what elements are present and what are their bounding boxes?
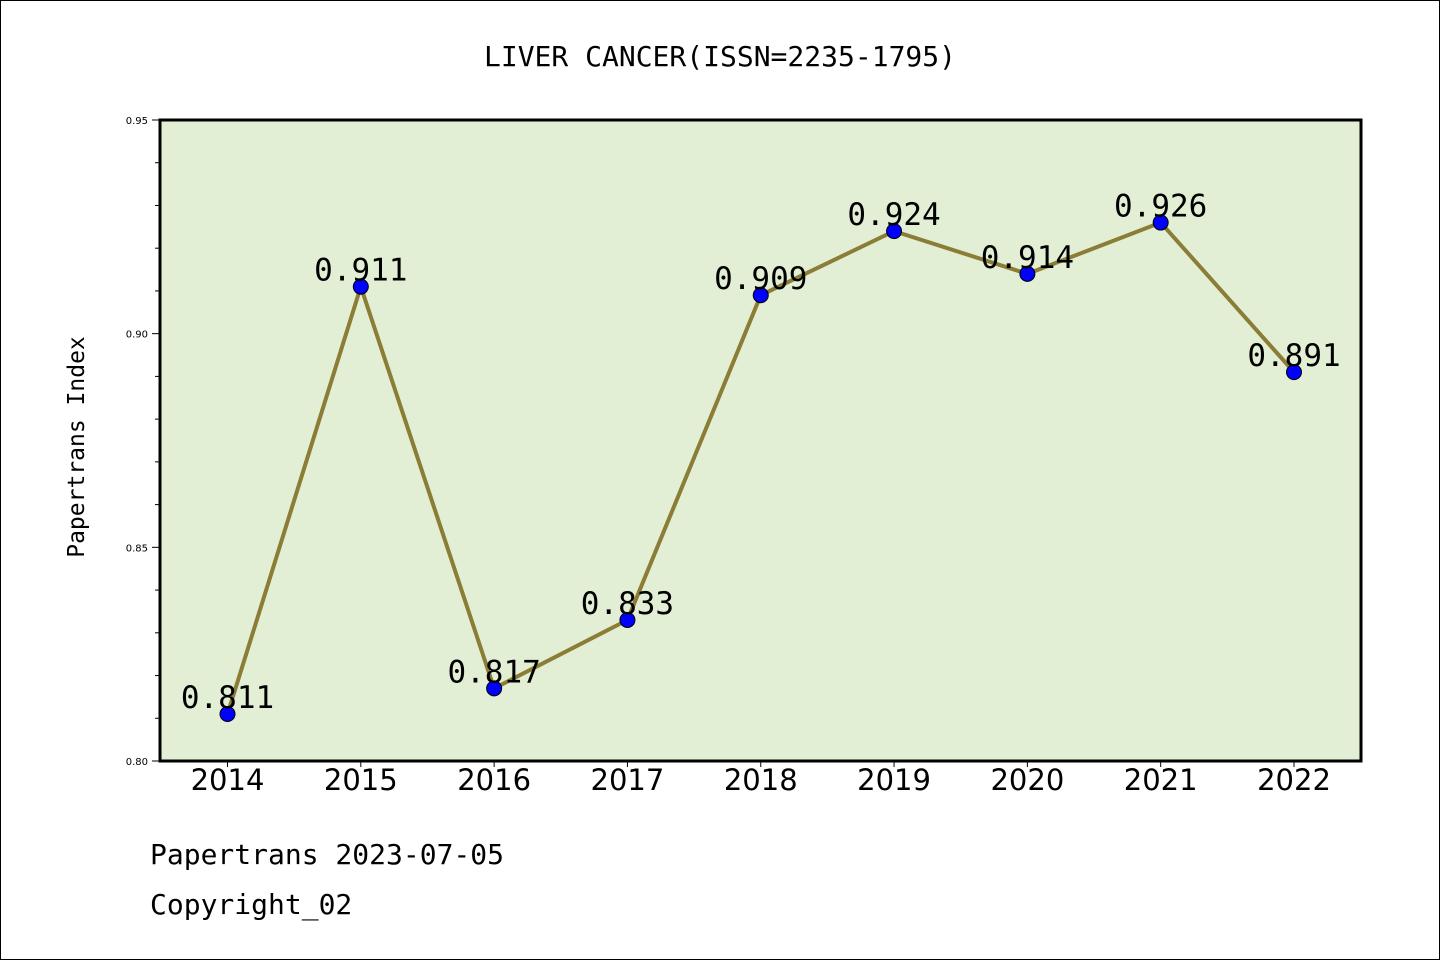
- data-label: 0.833: [581, 586, 674, 622]
- data-point: [619, 611, 636, 628]
- data-point: [219, 705, 236, 722]
- data-point: [1286, 364, 1302, 381]
- y-tick-label: 0.80: [126, 757, 148, 768]
- y-axis: 0.80 0.85 0.90 0.95: [126, 116, 160, 768]
- data-point: [352, 278, 369, 295]
- x-tick-label: 2016: [457, 763, 531, 797]
- data-point: [1152, 214, 1169, 231]
- x-tick-label: 2015: [324, 763, 398, 797]
- data-point: [486, 680, 503, 697]
- footer-copyright: Copyright_02: [150, 888, 352, 922]
- x-tick-label: 2017: [591, 763, 665, 797]
- y-axis-label: Papertrans Index: [64, 336, 90, 558]
- x-axis: 2014 2015 2016 2017 2018 2019 2020 2021 2022: [191, 761, 1331, 797]
- data-point: [886, 223, 903, 240]
- data-label: 0.817: [447, 654, 540, 690]
- chart-title: LIVER CANCER(ISSN=2235-1795): [484, 40, 956, 73]
- data-label: 0.924: [847, 197, 940, 233]
- x-tick-label: 2014: [191, 763, 265, 797]
- y-tick-label: 0.95: [126, 116, 148, 127]
- series-layer: 0.811 0.911 0.817 0.833 0.909 0.924 0.914 0.926…: [181, 189, 1341, 722]
- data-label: 0.891: [1247, 338, 1340, 374]
- data-label: 0.914: [981, 240, 1074, 276]
- data-point: [1019, 265, 1036, 282]
- data-label: 0.911: [314, 253, 407, 289]
- x-tick-label: 2022: [1257, 763, 1331, 797]
- data-point: [752, 287, 769, 304]
- data-label: 0.909: [714, 261, 807, 297]
- x-tick-label: 2021: [1124, 763, 1198, 797]
- data-label: 0.926: [1114, 189, 1207, 225]
- x-tick-label: 2019: [857, 763, 931, 797]
- y-tick-label: 0.85: [126, 543, 148, 554]
- y-tick-label: 0.90: [126, 330, 148, 341]
- x-tick-label: 2018: [724, 763, 798, 797]
- footer-date: Papertrans 2023-07-05: [150, 838, 504, 871]
- x-tick-label: 2020: [990, 763, 1064, 797]
- data-label: 0.811: [181, 680, 274, 716]
